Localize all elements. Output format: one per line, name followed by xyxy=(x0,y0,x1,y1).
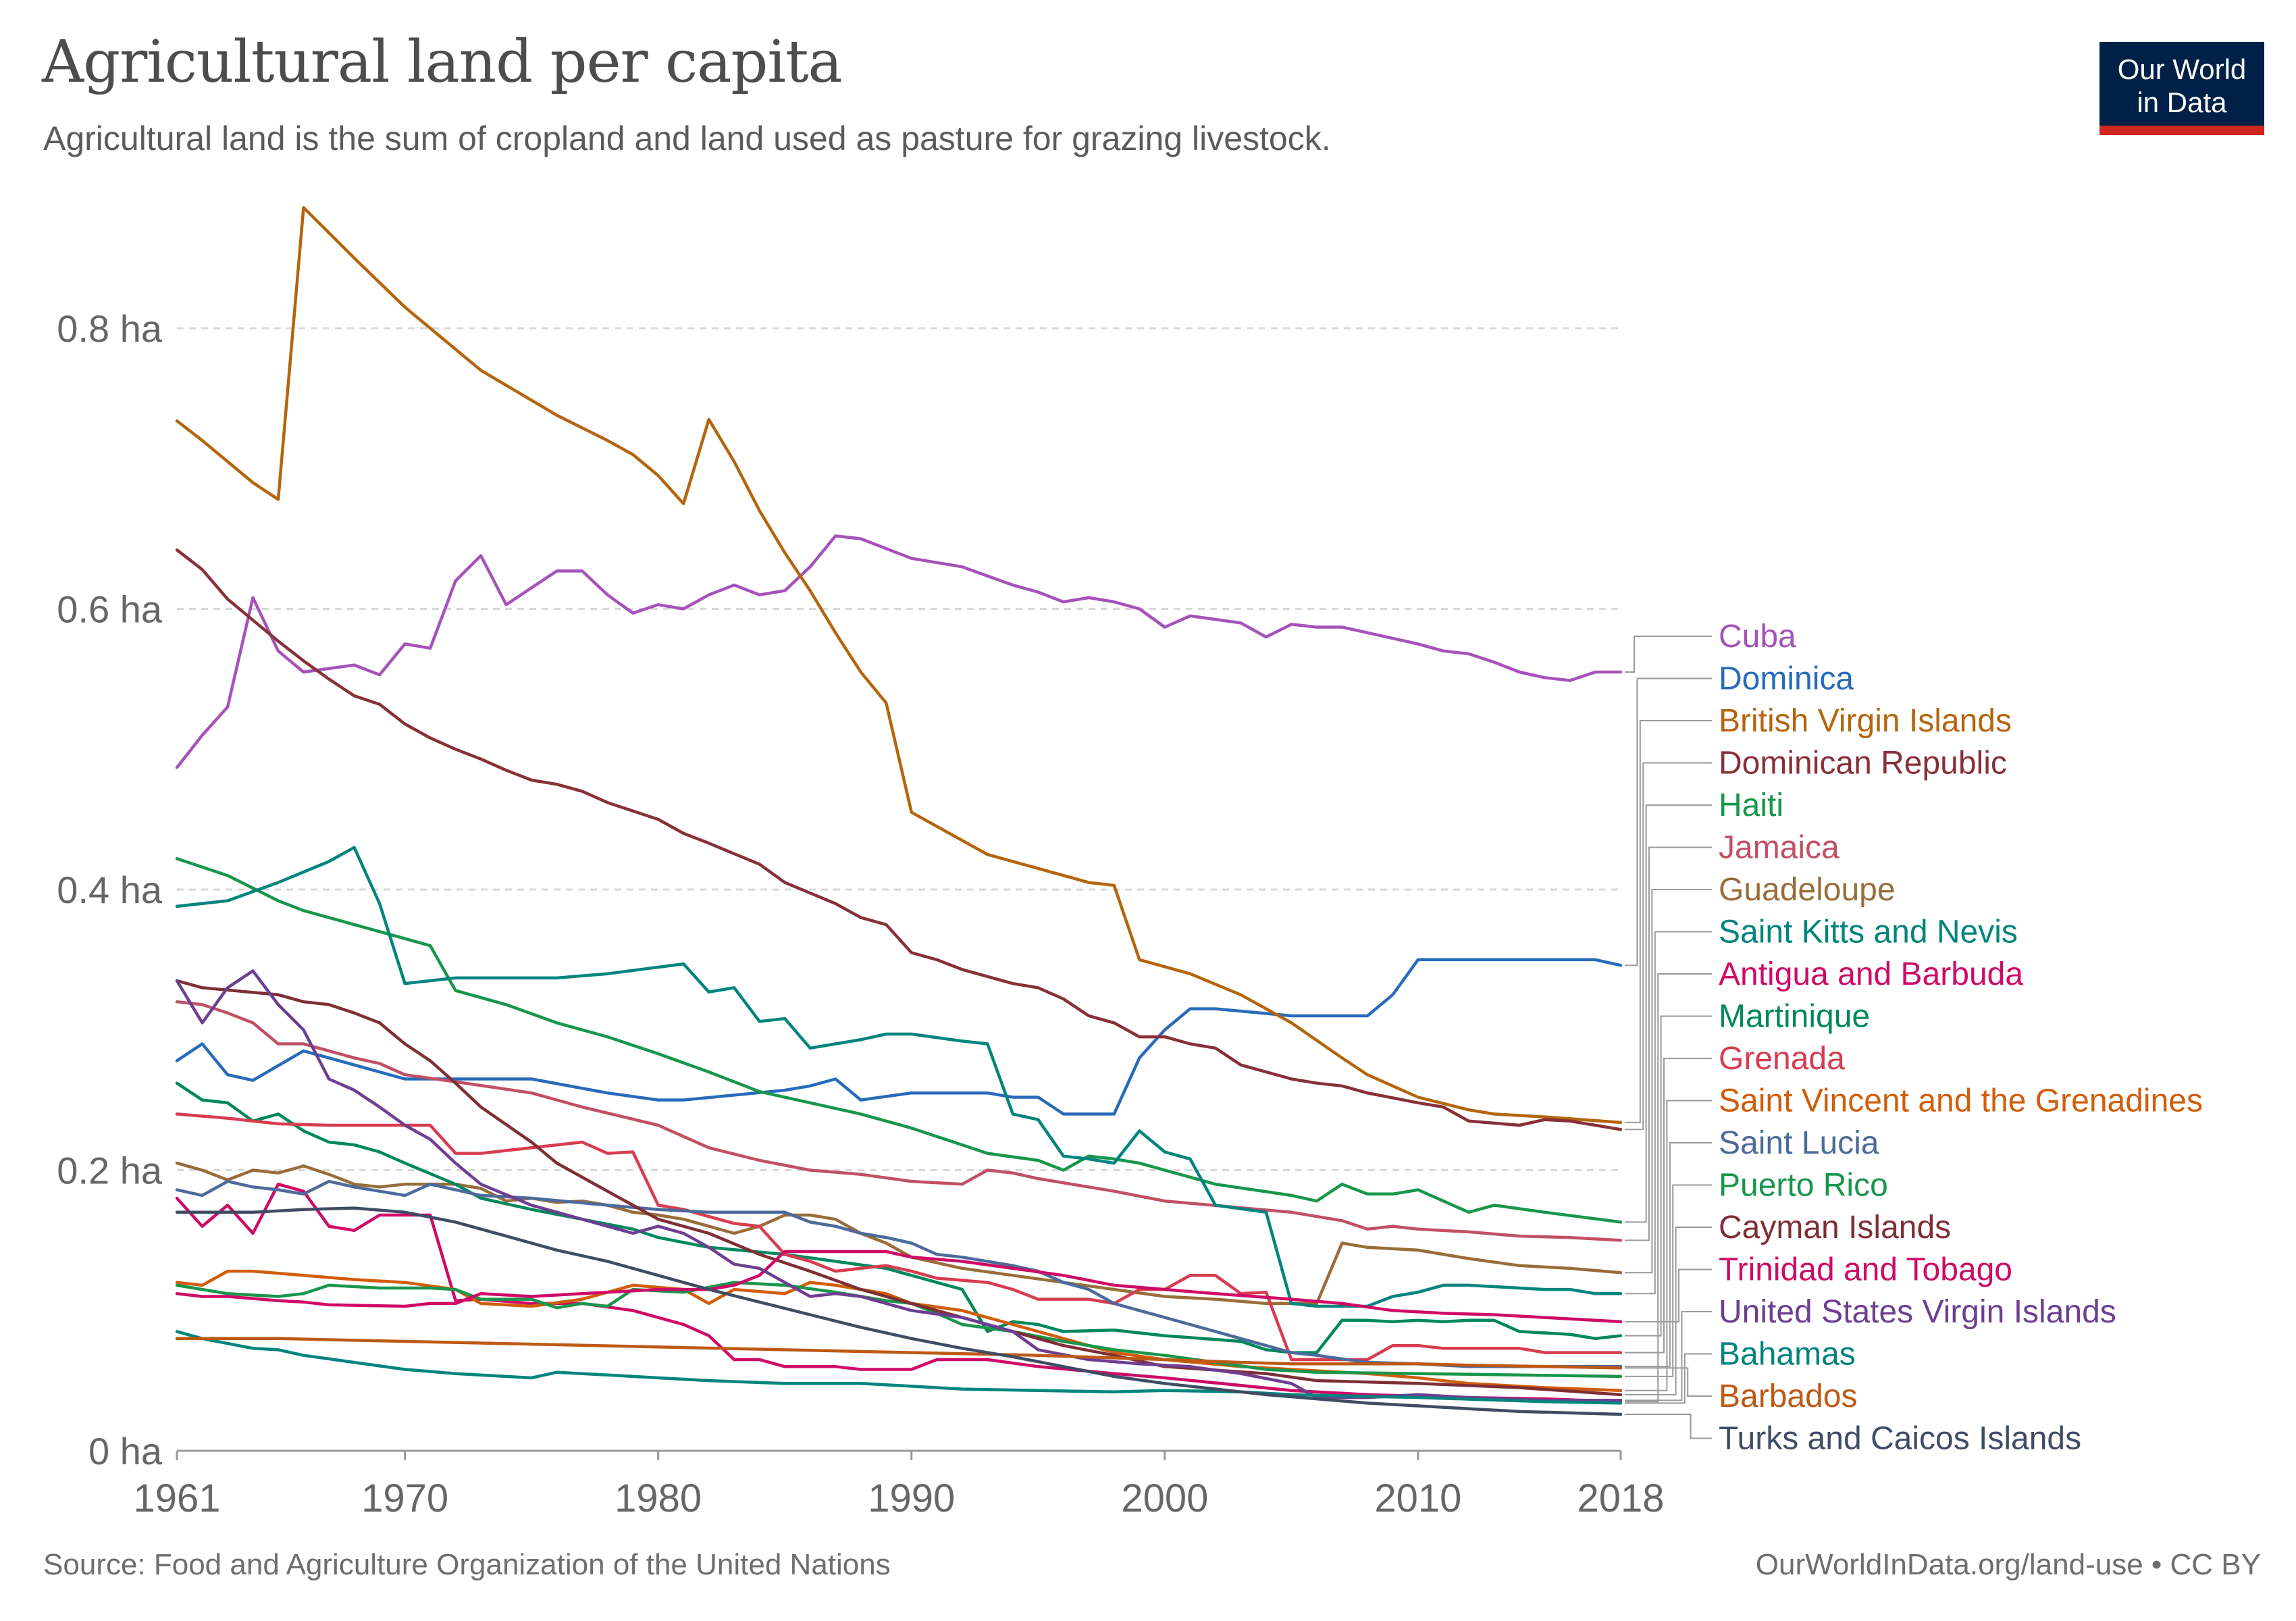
label-connector xyxy=(1625,1015,1712,1337)
x-tick-label: 2018 xyxy=(1577,1476,1664,1520)
logo-line-1: Our World xyxy=(2117,53,2247,85)
series-line xyxy=(175,1183,1623,1404)
credit-link[interactable]: OurWorldInData.org/land-use • CC BY xyxy=(1755,1548,2261,1581)
series-line xyxy=(175,1000,1623,1242)
series-labels: Cuba Dominica British Virgin Islands Domini… xyxy=(1719,619,2203,1457)
series-label: Antigua and Barbuda xyxy=(1719,956,2023,992)
label-connector xyxy=(1625,1414,1712,1439)
series-lines xyxy=(175,206,1623,1416)
label-connector xyxy=(1625,973,1712,1403)
label-connector xyxy=(1625,1311,1712,1401)
x-axis: 1961 1970 1980 1990 2000 2010 2018 xyxy=(133,1449,1665,1520)
label-connectors xyxy=(1625,636,1712,1439)
x-tick-label: 1980 xyxy=(615,1476,702,1520)
y-tick-label: 0.6 ha xyxy=(57,588,163,631)
label-connector xyxy=(1625,1227,1712,1395)
y-tick-label: 0.4 ha xyxy=(57,869,163,911)
chart-subtitle: Agricultural land is the sum of cropland… xyxy=(43,120,1331,157)
series-line xyxy=(175,534,1623,769)
label-connector xyxy=(1625,1353,1712,1404)
series-label: British Virgin Islands xyxy=(1719,703,2012,739)
x-tick-label: 1961 xyxy=(133,1476,220,1520)
y-tick-label: 0.2 ha xyxy=(57,1150,163,1192)
label-connector xyxy=(1625,1184,1712,1377)
x-tick-label: 2000 xyxy=(1121,1476,1208,1520)
series-label: Dominican Republic xyxy=(1719,746,2007,781)
label-connector xyxy=(1625,1142,1712,1368)
label-connector xyxy=(1625,762,1712,1131)
series-line xyxy=(175,969,1623,1402)
label-connector xyxy=(1625,677,1712,967)
series-label: United States Virgin Islands xyxy=(1719,1294,2116,1330)
x-tick-label: 2010 xyxy=(1374,1476,1461,1520)
series-label: Haiti xyxy=(1719,788,1783,823)
series-line xyxy=(175,958,1623,1116)
series-label: Saint Lucia xyxy=(1719,1125,1879,1161)
label-connector xyxy=(1625,846,1712,1241)
series-label: Cuba xyxy=(1719,619,1796,654)
series-label: Turks and Caicos Islands xyxy=(1719,1421,2081,1457)
series-label: Dominica xyxy=(1719,661,1854,697)
series-label: Martinique xyxy=(1719,999,1870,1035)
label-connector xyxy=(1625,889,1712,1274)
label-connector xyxy=(1625,931,1712,1295)
logo-line-2: in Data xyxy=(2137,86,2227,118)
series-label: Bahamas xyxy=(1719,1337,1856,1372)
series-line xyxy=(175,1337,1623,1370)
series-line xyxy=(175,1161,1623,1306)
series-line xyxy=(175,846,1623,1308)
series-label: Jamaica xyxy=(1719,830,1840,866)
gridlines: 0 ha 0.2 ha 0.4 ha 0.6 ha 0.8 ha xyxy=(57,307,1621,1472)
series-line xyxy=(175,1206,1623,1416)
series-line xyxy=(175,979,1623,1397)
label-connector xyxy=(1625,1367,1712,1397)
label-connector xyxy=(1625,1058,1712,1354)
owid-logo[interactable]: Our World in Data xyxy=(2099,42,2264,135)
label-connector xyxy=(1625,1100,1712,1391)
y-tick-label: 0.8 ha xyxy=(57,307,163,350)
series-label: Barbados xyxy=(1719,1379,1857,1414)
series-line xyxy=(175,1081,1623,1354)
label-connector xyxy=(1625,720,1712,1123)
series-line xyxy=(175,1250,1623,1324)
series-label: Guadeloupe xyxy=(1719,872,1896,908)
series-label: Trinidad and Tobago xyxy=(1719,1252,2012,1288)
series-line xyxy=(175,548,1623,1131)
series-line xyxy=(175,857,1623,1224)
series-line xyxy=(175,1179,1623,1368)
series-label: Saint Kitts and Nevis xyxy=(1719,915,2018,950)
series-label: Saint Vincent and the Grenadines xyxy=(1719,1083,2203,1119)
x-tick-label: 1970 xyxy=(361,1476,448,1520)
series-label: Cayman Islands xyxy=(1719,1210,1951,1245)
source-note: Source: Food and Agriculture Organizatio… xyxy=(43,1548,891,1581)
label-connector xyxy=(1625,804,1712,1223)
chart-title: Agricultural land per capita xyxy=(42,28,843,96)
label-connector xyxy=(1625,636,1712,673)
line-chart: 0 ha 0.2 ha 0.4 ha 0.6 ha 0.8 ha 1961 1970 198… xyxy=(57,206,2203,1520)
x-tick-label: 1990 xyxy=(868,1476,955,1520)
y-tick-label: 0 ha xyxy=(88,1430,163,1472)
series-label: Grenada xyxy=(1719,1041,1845,1077)
label-connector xyxy=(1625,1268,1712,1322)
series-label: Puerto Rico xyxy=(1719,1168,1888,1204)
series-line xyxy=(175,206,1623,1125)
series-line xyxy=(175,1112,1623,1362)
